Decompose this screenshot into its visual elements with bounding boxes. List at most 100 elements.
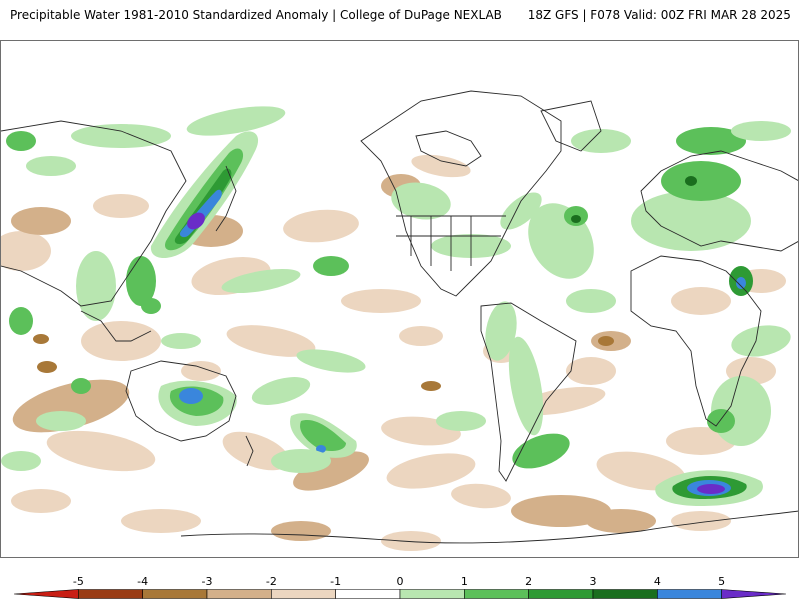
moist-peak-africa — [736, 277, 746, 289]
moist-anomaly-patch — [485, 301, 517, 361]
moist-anomaly-patch — [391, 182, 451, 220]
map-header: Precipitable Water 1981-2010 Standardize… — [0, 0, 800, 40]
moist-anomaly-patch — [26, 156, 76, 176]
moist-anomaly-patch — [161, 333, 201, 349]
coast-antarctica — [180, 510, 798, 544]
dry-anomaly-patch — [451, 483, 511, 509]
legend-swatch — [657, 589, 722, 599]
moist-anomaly-patch — [731, 121, 791, 141]
legend-swatch — [592, 589, 658, 599]
dry-anomaly-patch — [11, 489, 71, 513]
moist-anomaly-patch — [271, 449, 331, 473]
coast-greenland — [540, 100, 602, 152]
legend-tick-label: -4 — [137, 575, 148, 588]
dry-anomaly-patch — [46, 430, 156, 472]
moist-plume-pacific-peak — [187, 212, 205, 230]
dry-anomaly-patch — [386, 453, 476, 489]
legend-canvas: -5 -4 -3 -2 -1 0 1 2 3 4 5 — [13, 575, 787, 599]
moist-anomaly-patch — [71, 378, 91, 394]
dry-anomaly-patch — [11, 207, 71, 235]
map-canvas — [1, 41, 798, 557]
legend-swatch — [464, 589, 529, 599]
dry-anomaly-patch — [671, 511, 731, 531]
moist-anomaly-patch — [1, 451, 41, 471]
moist-anomaly-patch — [566, 289, 616, 313]
coastlines — [1, 90, 798, 544]
moist-area-south-atlantic-max — [697, 484, 725, 494]
moist-area-south-pacific-core — [300, 420, 346, 451]
strong-dry-patch — [37, 361, 57, 373]
moist-anomaly-patch — [500, 192, 542, 230]
legend-swatch — [78, 589, 143, 599]
dry-anomaly-patch — [671, 287, 731, 315]
coast-australia — [125, 360, 237, 442]
legend-tick-label: -5 — [73, 575, 84, 588]
coast-hudson-bay — [415, 130, 482, 167]
moist-anomaly-patch — [6, 131, 36, 151]
dry-anomaly-patch — [283, 209, 359, 243]
legend-tick-label: -3 — [202, 575, 213, 588]
moist-anomaly-patch — [9, 307, 33, 335]
moist-anomaly-patch — [707, 409, 735, 433]
moist-anomaly-patch — [676, 127, 746, 155]
legend-swatch — [335, 589, 401, 599]
moist-anomaly-patch — [436, 411, 486, 431]
dry-anomaly-patch — [381, 531, 441, 551]
strong-dry-patch — [33, 334, 49, 344]
strong-moist-patch — [685, 176, 697, 186]
legend-swatch — [528, 589, 594, 599]
moist-area-australia-peak — [179, 388, 203, 404]
legend-swatch — [399, 589, 465, 599]
moist-anomaly-patch — [508, 336, 544, 436]
coast-africa — [630, 255, 762, 427]
legend-tick-label: -1 — [330, 575, 341, 588]
dry-anomaly-patch — [93, 194, 149, 218]
moist-area-south-pacific-peak — [316, 445, 326, 453]
moist-anomaly-patch — [251, 377, 311, 405]
moist-anomaly-patch — [661, 161, 741, 201]
strong-moist-patch — [571, 215, 581, 223]
legend-swatch — [142, 589, 208, 599]
dry-anomaly-patch — [586, 509, 656, 533]
legend-swatch — [271, 589, 336, 599]
legend-tick-label: 1 — [461, 575, 468, 588]
coast-new-zealand — [245, 435, 254, 467]
moist-anomaly-patch — [71, 124, 171, 148]
dry-anomaly-patch — [399, 326, 443, 346]
dry-anomaly-patch — [341, 289, 421, 313]
coast-kamchatka — [215, 165, 237, 232]
legend-tick-label: 4 — [654, 575, 661, 588]
strong-dry-patch — [421, 381, 441, 391]
dry-anomaly-patch — [1, 231, 51, 271]
moist-anomaly-patch — [296, 349, 366, 373]
map-title: Precipitable Water 1981-2010 Standardize… — [10, 8, 502, 22]
moist-anomaly-patch — [221, 268, 301, 294]
dry-anomaly-patch — [226, 325, 316, 357]
moist-anomaly-patch — [126, 256, 156, 306]
moist-anomaly-patch — [36, 411, 86, 431]
dry-anomaly-patch — [271, 521, 331, 541]
dry-anomaly-patch — [121, 509, 201, 533]
dry-anomaly-patch — [566, 357, 616, 385]
state-borders-us — [396, 215, 506, 271]
run-info: 18Z GFS | F078 Valid: 00Z FRI MAR 28 202… — [527, 8, 791, 22]
dry-anomaly-patch — [293, 451, 369, 491]
strong-dry-patch — [598, 336, 614, 346]
legend-swatch — [13, 589, 79, 599]
legend-tick-label: -2 — [266, 575, 277, 588]
moist-anomaly-patch — [571, 129, 631, 153]
moist-anomaly-patch — [313, 256, 349, 276]
coast-north-america — [360, 90, 562, 297]
dry-anomaly-patch — [596, 451, 686, 491]
legend-tick-label: 0 — [397, 575, 404, 588]
moist-anomaly-patch — [186, 106, 286, 136]
anomaly-map — [0, 40, 799, 558]
legend-tick-label: 3 — [590, 575, 597, 588]
legend-tick-label: 5 — [718, 575, 725, 588]
moist-anomaly-patch — [76, 251, 116, 321]
coast-europe — [640, 150, 798, 252]
coast-maritime-continent — [80, 310, 152, 342]
moist-anomaly-patch — [512, 433, 570, 469]
legend-tick-label: 2 — [525, 575, 532, 588]
coast-asia — [1, 120, 187, 307]
